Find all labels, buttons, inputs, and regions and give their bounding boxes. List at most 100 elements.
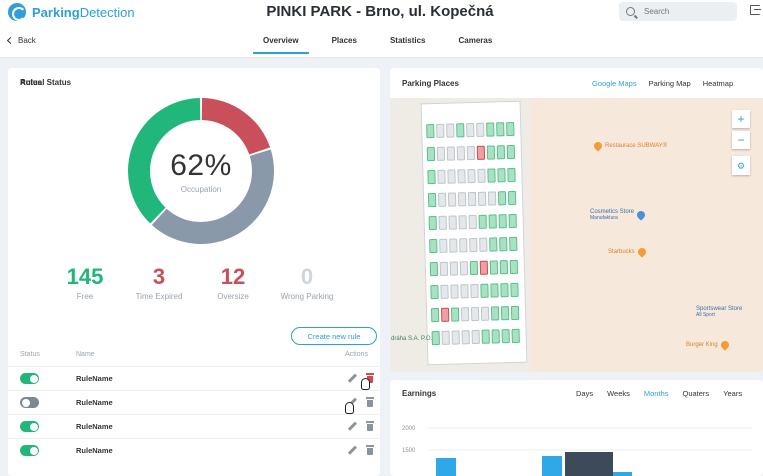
parking-spot[interactable] bbox=[497, 168, 506, 183]
parking-spot[interactable] bbox=[496, 122, 505, 137]
parking-spot[interactable] bbox=[436, 123, 445, 138]
parking-spot[interactable] bbox=[489, 260, 499, 275]
parking-spot[interactable] bbox=[466, 122, 475, 138]
parking-spot[interactable] bbox=[446, 123, 455, 138]
parking-spot[interactable] bbox=[438, 215, 447, 230]
parking-spot[interactable] bbox=[458, 215, 467, 230]
tab-parking-map[interactable]: Parking Map bbox=[648, 79, 691, 88]
parking-spot[interactable] bbox=[439, 238, 448, 253]
range-days[interactable]: Days bbox=[576, 389, 594, 398]
parking-spot[interactable] bbox=[426, 146, 436, 162]
parking-spot[interactable] bbox=[487, 191, 497, 206]
parking-spot[interactable] bbox=[457, 192, 467, 207]
delete-icon[interactable] bbox=[366, 397, 374, 407]
parking-spot[interactable] bbox=[486, 122, 495, 137]
parking-spot[interactable] bbox=[507, 167, 516, 183]
earnings-bar[interactable] bbox=[612, 472, 632, 476]
parking-spot[interactable] bbox=[440, 307, 450, 322]
parking-spot[interactable] bbox=[469, 260, 479, 276]
poi-sportswear[interactable]: Sportswear Store All Sport bbox=[696, 306, 743, 318]
search-input[interactable] bbox=[644, 7, 724, 16]
parking-spot[interactable] bbox=[430, 307, 440, 323]
parking-spot[interactable] bbox=[477, 168, 486, 183]
parking-spot[interactable] bbox=[449, 238, 458, 253]
parking-spot[interactable] bbox=[450, 284, 459, 299]
parking-spot[interactable] bbox=[490, 306, 500, 321]
parking-spot[interactable] bbox=[510, 305, 520, 321]
delete-icon[interactable] bbox=[366, 445, 374, 455]
poi-burger-king[interactable]: Burger King bbox=[686, 339, 732, 351]
parking-spot[interactable] bbox=[506, 144, 516, 160]
search-box[interactable] bbox=[619, 2, 737, 21]
rule-toggle[interactable] bbox=[20, 397, 39, 408]
parking-spot[interactable] bbox=[457, 169, 466, 184]
parking-spot[interactable] bbox=[470, 283, 479, 299]
parking-spot[interactable] bbox=[488, 214, 497, 229]
parking-spot[interactable] bbox=[509, 259, 519, 275]
rule-toggle[interactable] bbox=[20, 373, 39, 384]
parking-spot[interactable] bbox=[500, 283, 509, 298]
parking-spot[interactable] bbox=[437, 169, 446, 184]
delete-icon[interactable] bbox=[366, 421, 374, 431]
tab-google-maps[interactable]: Google Maps bbox=[592, 79, 637, 88]
edit-icon[interactable] bbox=[347, 373, 357, 383]
parking-spot[interactable] bbox=[436, 146, 446, 161]
range-months[interactable]: Months bbox=[643, 389, 669, 398]
parking-spot[interactable] bbox=[456, 146, 466, 161]
parking-spot[interactable] bbox=[451, 330, 460, 345]
parking-spot[interactable] bbox=[491, 329, 500, 344]
rule-toggle[interactable] bbox=[20, 445, 39, 456]
tab-cameras[interactable]: Cameras bbox=[458, 36, 493, 45]
edit-icon[interactable] bbox=[347, 445, 357, 455]
edit-icon[interactable] bbox=[347, 421, 357, 431]
earnings-bar[interactable] bbox=[436, 458, 456, 476]
parking-spot[interactable] bbox=[430, 284, 439, 300]
map-settings-button[interactable]: ⚙ bbox=[732, 156, 750, 175]
parking-spot[interactable] bbox=[459, 261, 469, 276]
zoom-in-button[interactable]: + bbox=[732, 110, 750, 128]
parking-spot[interactable] bbox=[448, 215, 457, 230]
parking-spot[interactable] bbox=[487, 168, 496, 183]
parking-spot[interactable] bbox=[489, 237, 498, 252]
parking-spot[interactable] bbox=[481, 329, 490, 344]
parking-spot[interactable] bbox=[450, 307, 460, 322]
parking-spot[interactable] bbox=[471, 329, 480, 345]
parking-spot[interactable] bbox=[498, 214, 507, 229]
app-logo[interactable]: ParkingDetection bbox=[8, 3, 135, 21]
parking-spot[interactable] bbox=[497, 191, 507, 206]
parking-spot[interactable] bbox=[437, 192, 447, 207]
logout-icon[interactable] bbox=[750, 5, 761, 15]
parking-spot[interactable] bbox=[506, 121, 515, 137]
zoom-out-button[interactable]: − bbox=[732, 131, 750, 149]
parking-spot[interactable] bbox=[500, 306, 510, 321]
tab-overview[interactable]: Overview bbox=[253, 36, 309, 54]
delete-icon[interactable] bbox=[366, 373, 374, 383]
parking-spot[interactable] bbox=[486, 145, 496, 160]
parking-spot[interactable] bbox=[479, 260, 489, 275]
parking-spot[interactable] bbox=[439, 261, 449, 276]
parking-spot[interactable] bbox=[477, 191, 487, 206]
tab-places[interactable]: Places bbox=[331, 36, 357, 45]
parking-spot[interactable] bbox=[479, 237, 488, 252]
parking-spot[interactable] bbox=[468, 214, 477, 230]
earnings-bar[interactable] bbox=[565, 452, 613, 476]
edit-icon[interactable] bbox=[347, 397, 357, 407]
parking-spot[interactable] bbox=[449, 261, 459, 276]
parking-spot[interactable] bbox=[480, 306, 490, 321]
parking-spot[interactable] bbox=[499, 237, 508, 252]
parking-spot[interactable] bbox=[459, 238, 468, 253]
back-link[interactable]: Back bbox=[6, 36, 36, 45]
parking-spot[interactable] bbox=[427, 169, 436, 185]
parking-spot[interactable] bbox=[508, 213, 517, 229]
range-weeks[interactable]: Weeks bbox=[607, 389, 630, 398]
parking-spot[interactable] bbox=[447, 192, 457, 207]
parking-spot[interactable] bbox=[429, 261, 439, 277]
parking-spot[interactable] bbox=[428, 215, 437, 231]
tab-statistics[interactable]: Statistics bbox=[389, 36, 426, 45]
earnings-bar[interactable] bbox=[542, 456, 562, 476]
parking-spot[interactable] bbox=[461, 330, 470, 345]
parking-spot[interactable] bbox=[460, 284, 469, 299]
parking-spot[interactable] bbox=[509, 236, 518, 252]
parking-spot[interactable] bbox=[431, 330, 440, 346]
parking-spot[interactable] bbox=[456, 123, 465, 138]
